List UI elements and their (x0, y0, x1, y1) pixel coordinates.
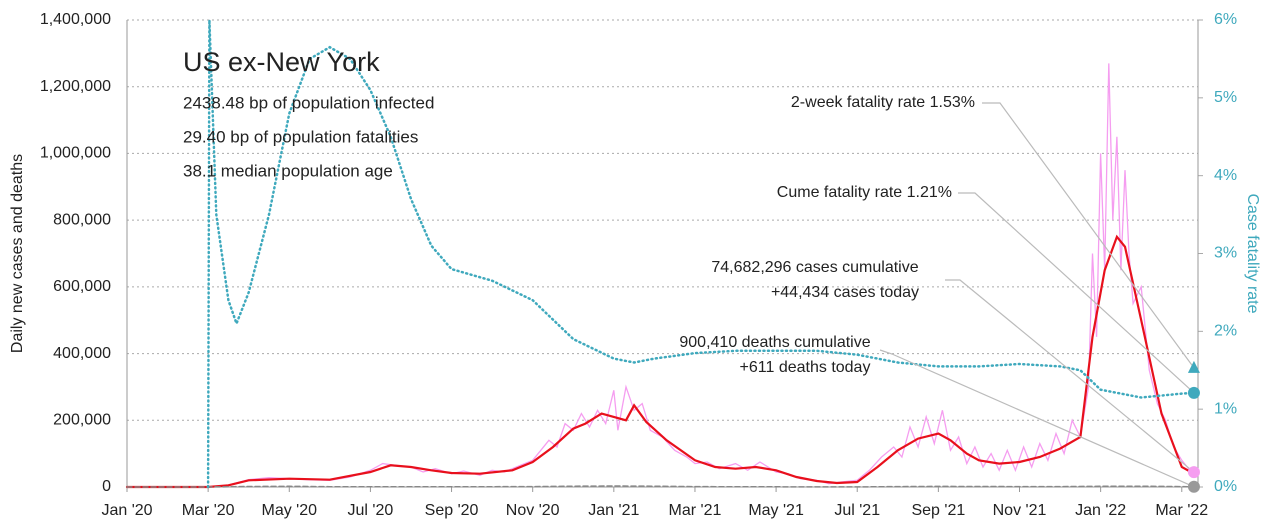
y-tick-label: 1,400,000 (40, 11, 111, 28)
series-line (206, 19, 1196, 489)
marker (1187, 386, 1200, 399)
x-tick-label: Jul '20 (348, 502, 394, 519)
y2-axis-label: Case fatality rate (1244, 193, 1261, 313)
marker (1187, 360, 1200, 373)
x-tick-label: May '21 (748, 502, 804, 519)
y2-tick-label: 3% (1214, 245, 1237, 262)
annotation: +44,434 cases today (771, 284, 919, 301)
annotation: +611 deaths today (740, 359, 871, 376)
x-tick-label: Jul '21 (834, 502, 880, 519)
x-tick-label: May '20 (262, 502, 318, 519)
x-tick-label: Sep '21 (911, 502, 965, 519)
x-tick-label: Nov '21 (993, 502, 1047, 519)
y-tick-label: 600,000 (53, 278, 111, 295)
x-tick-label: Jan '22 (1075, 502, 1126, 519)
x-tick-label: Sep '20 (425, 502, 479, 519)
leader-line (945, 279, 1195, 473)
annotation: Cume fatality rate 1.21% (777, 184, 952, 201)
y2-tick-label: 4% (1214, 167, 1237, 184)
y2-tick-label: 5% (1214, 89, 1237, 106)
y-tick-label: 0 (102, 478, 111, 495)
y2-tick-label: 2% (1214, 323, 1237, 340)
leader-line (982, 102, 1195, 369)
marker (1187, 480, 1200, 493)
y2-tick-label: 0% (1214, 478, 1237, 495)
series-line (126, 485, 1195, 488)
leader-line (958, 192, 1195, 394)
y-tick-label: 1,200,000 (40, 78, 111, 95)
stat-line: 2438.48 bp of population infected (183, 93, 434, 112)
annotation: 2-week fatality rate 1.53% (791, 94, 975, 111)
y-tick-label: 1,000,000 (40, 145, 111, 162)
annotation: 900,410 deaths cumulative (679, 334, 870, 351)
x-tick-label: Jan '20 (101, 502, 152, 519)
stat-line: 38.1 median population age (183, 161, 393, 180)
stat-line: 29.40 bp of population fatalities (183, 127, 418, 146)
y-tick-label: 400,000 (53, 345, 111, 362)
y-tick-label: 200,000 (53, 412, 111, 429)
leader-line (879, 349, 1195, 488)
marker (1187, 466, 1200, 479)
y2-tick-label: 1% (1214, 400, 1237, 417)
x-tick-label: Mar '20 (182, 502, 235, 519)
x-tick-label: Jan '21 (588, 502, 639, 519)
y-axis-label: Daily new cases and deaths (9, 154, 26, 353)
x-tick-label: Mar '22 (1155, 502, 1208, 519)
series-line (125, 234, 1196, 489)
x-tick-label: Nov '20 (506, 502, 560, 519)
y2-tick-label: 6% (1214, 11, 1237, 28)
y-tick-label: 800,000 (53, 211, 111, 228)
x-tick-label: Mar '21 (669, 502, 722, 519)
annotation: 74,682,296 cases cumulative (711, 259, 918, 276)
chart-title: US ex-New York (183, 47, 380, 77)
